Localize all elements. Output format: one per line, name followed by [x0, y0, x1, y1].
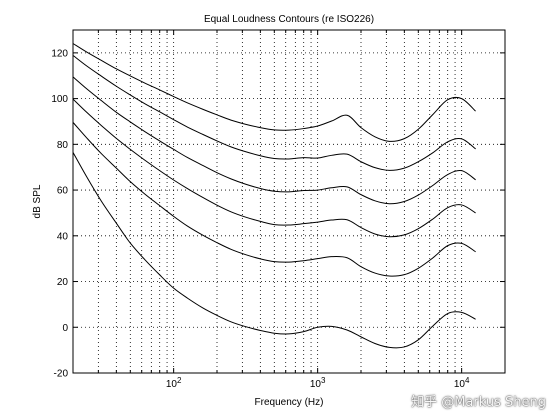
x-axis-label: Frequency (Hz): [255, 397, 324, 408]
contour-line-4: [72, 76, 476, 205]
tick-labels: -20 0 20 40 60 80 100 120 102 103 104: [51, 48, 470, 390]
contour-line-6: [72, 43, 476, 142]
grid-lines: [73, 30, 505, 373]
y-tick-label: 100: [51, 94, 68, 105]
y-tick-label: 60: [57, 186, 69, 197]
y-tick-label: -20: [54, 369, 69, 380]
contour-lines: [72, 43, 476, 349]
y-tick-label: 0: [62, 323, 68, 334]
x-tick-label: 104: [454, 376, 470, 390]
contour-line-5: [72, 54, 476, 171]
chart-title: Equal Loudness Contours (re ISO226): [204, 14, 374, 25]
contour-line-1: [72, 152, 476, 349]
y-tick-label: 20: [57, 277, 69, 288]
plot-frame: [72, 29, 506, 374]
y-tick-label: 120: [51, 48, 68, 59]
x-tick-label: 102: [166, 376, 182, 390]
watermark-text: 知乎 @Markus Sheng: [411, 395, 546, 410]
y-axis-label: dB SPL: [32, 184, 43, 218]
y-tick-label: 40: [57, 231, 69, 242]
y-tick-label: 80: [57, 140, 69, 151]
contour-line-3: [72, 98, 476, 238]
x-tick-label: 103: [310, 376, 326, 390]
contour-line-2: [72, 122, 476, 277]
